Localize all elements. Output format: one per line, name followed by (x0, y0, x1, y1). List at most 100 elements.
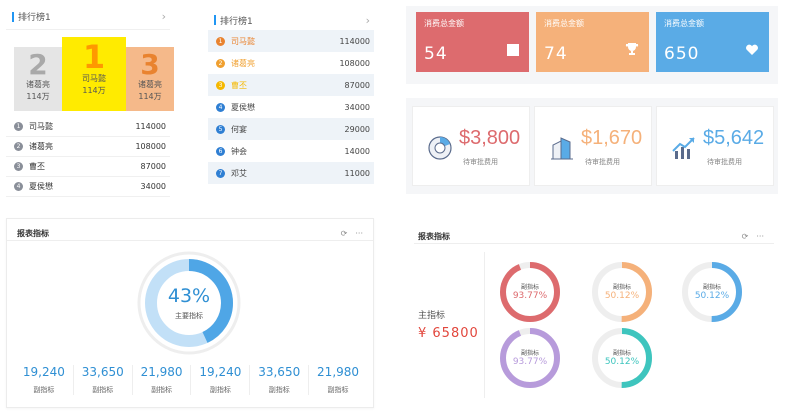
refresh-icon[interactable]: ⟳ (340, 229, 348, 238)
podium-name: 诸葛亮 (138, 80, 162, 89)
sub-value: 19,240 (22, 365, 65, 379)
ring-chart (500, 328, 560, 388)
rank-value: 108000 (339, 58, 370, 68)
list-item[interactable]: 3 曹丕 87000 (6, 157, 170, 177)
donut-outer-ring (137, 251, 241, 355)
panel-header: 排行榜1 › (6, 6, 170, 30)
rank-name: 钟会 (231, 146, 247, 156)
ring-arc (682, 262, 742, 322)
list-item[interactable]: 5 何宴 29000 (208, 118, 374, 140)
list-item[interactable]: 4 夏侯懋 34000 (208, 96, 374, 118)
panel-title: 排行榜1 (18, 13, 51, 23)
list-item[interactable]: 2 诸葛亮 108000 (208, 52, 374, 74)
list-item[interactable]: 1 司马懿 114000 (6, 117, 170, 137)
square-icon (507, 41, 519, 60)
podium: 2 诸葛亮 114万 1 司马懿 114万 3 诸葛亮 114万 (6, 37, 174, 111)
more-icon[interactable]: ··· (355, 229, 363, 238)
ring-label: 副指标 (520, 350, 539, 357)
main-indicator-value: ¥ 65800 (418, 326, 479, 341)
rank-name: 诸葛亮 (231, 58, 255, 68)
rank-name: 诸葛亮 (29, 142, 53, 151)
report-panel-main: 报表指标 ⟳ ··· 43% 主要指标 19,240 副指标 33,650 副指标 … (6, 218, 374, 408)
ring-arc (592, 262, 652, 322)
cost-card[interactable]: $1,670 待审批费用 (534, 106, 652, 186)
cost-label: 待审批费用 (463, 158, 498, 166)
donut-progress-arc (145, 259, 233, 347)
more-icon[interactable]: ··· (756, 232, 764, 241)
rank-index: 3 (14, 162, 23, 171)
list-item[interactable]: 7 邓艾 11000 (208, 162, 374, 184)
rank-value: 114000 (339, 36, 370, 46)
ring-arc (500, 328, 560, 388)
podium-first: 1 司马懿 114万 (62, 37, 126, 111)
podium-value: 114万 (82, 86, 106, 95)
sub-indicator: 33,650 副指标 (250, 365, 310, 395)
cost-amount: $3,800 (459, 127, 521, 149)
refresh-icon[interactable]: ⟳ (741, 232, 749, 241)
panel-title: 排行榜1 (220, 16, 253, 27)
ranking-list: 1 司马懿 114000 2 诸葛亮 108000 3 曹丕 87000 4 夏… (6, 117, 170, 197)
cost-amount: $5,642 (703, 127, 765, 149)
podium-second: 2 诸葛亮 114万 (14, 47, 62, 111)
sub-label: 副指标 (151, 386, 173, 394)
heart-icon (745, 41, 759, 60)
rank-value: 87000 (344, 80, 370, 90)
main-donut: 43% 主要指标 (137, 251, 241, 355)
ring-arc (500, 262, 560, 322)
rank-index: 1 (14, 122, 23, 131)
rank-value: 114000 (135, 122, 166, 131)
sub-indicator: 21,980 副指标 (309, 365, 367, 395)
stat-value: 74 (544, 44, 568, 64)
chart-pie-icon (425, 133, 455, 163)
report-title: 报表指标 (418, 232, 450, 241)
stat-label: 消费总金额 (544, 19, 584, 28)
list-item[interactable]: 6 钟会 14000 (208, 140, 374, 162)
cost-cards: $3,800 待审批费用 $1,670 待审批费用 $5,642 待审批费用 (406, 98, 778, 194)
podium-third: 3 诸葛亮 114万 (126, 47, 174, 111)
rank-index: 1 (216, 36, 225, 46)
report-tools: ⟳ ··· (341, 229, 363, 238)
ring-label: 副指标 (612, 350, 631, 357)
ring-arc (592, 328, 652, 388)
sub-value: 33,650 (258, 365, 301, 379)
sub-indicator: 19,240 副指标 (15, 365, 74, 395)
sub-label: 副指标 (33, 386, 55, 394)
list-item[interactable]: 3 曹丕 87000 (208, 74, 374, 96)
rank-index: 2 (216, 58, 225, 68)
rank-value: 34000 (344, 102, 370, 112)
cost-card[interactable]: $3,800 待审批费用 (412, 106, 530, 186)
stat-tile[interactable]: 消费总金额 650 (656, 12, 769, 72)
stat-tile[interactable]: 消费总金额 54 (416, 12, 529, 72)
ring-indicator: 副指标 93.77% (498, 326, 562, 390)
ring-chart (592, 328, 652, 388)
list-item[interactable]: 2 诸葛亮 108000 (6, 137, 170, 157)
sub-value: 21,980 (317, 365, 360, 379)
main-indicator-label: 主指标 (418, 311, 446, 321)
stat-label: 消费总金额 (664, 19, 704, 28)
podium-rank: 3 (140, 48, 160, 81)
rank-index: 4 (216, 102, 225, 112)
ring-value: 50.12% (604, 291, 640, 301)
rank-value: 34000 (140, 182, 166, 191)
trophy-icon (625, 41, 639, 60)
rank-value: 29000 (344, 124, 370, 134)
rank-value: 87000 (140, 162, 166, 171)
list-item[interactable]: 1 司马懿 114000 (208, 30, 374, 52)
stat-value: 54 (424, 44, 448, 64)
report-title: 报表指标 (17, 229, 49, 238)
ring-value: 93.77% (512, 291, 548, 301)
rank-name: 曹丕 (29, 162, 45, 171)
chevron-right-icon[interactable]: › (365, 13, 370, 27)
donut-chart (137, 251, 241, 355)
podium-rank: 1 (82, 38, 106, 76)
rank-name: 夏侯懋 (29, 182, 53, 191)
rank-index: 3 (216, 80, 225, 90)
sub-indicator: 19,240 副指标 (191, 365, 251, 395)
ranking-rows: 1 司马懿 114000 2 诸葛亮 108000 3 曹丕 87000 4 夏侯懋 34000 5 何宴… (208, 30, 374, 184)
rank-value: 11000 (344, 168, 370, 178)
list-item[interactable]: 4 夏侯懋 34000 (6, 177, 170, 197)
cost-card[interactable]: $5,642 待审批费用 (656, 106, 774, 186)
podium-value: 114万 (138, 92, 162, 101)
stat-tile[interactable]: 消费总金额 74 (536, 12, 649, 72)
chevron-right-icon[interactable]: › (161, 10, 166, 23)
